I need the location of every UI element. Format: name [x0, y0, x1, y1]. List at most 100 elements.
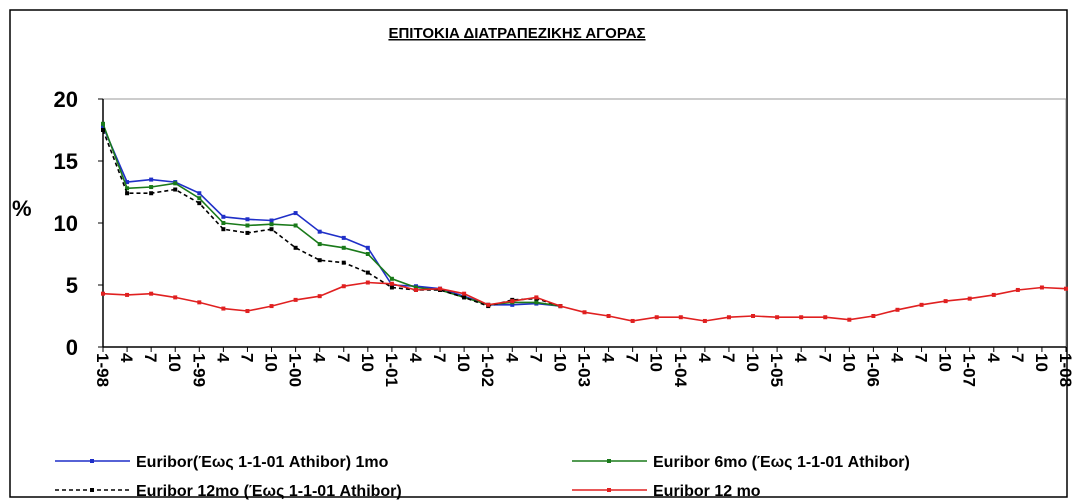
data-point — [606, 314, 611, 318]
data-point — [125, 191, 130, 196]
data-point — [197, 196, 202, 201]
x-tick-label: 1-04 — [671, 353, 690, 388]
data-point — [245, 223, 250, 228]
x-tick-label: 1-08 — [1056, 353, 1072, 387]
data-point — [269, 218, 274, 223]
data-point — [269, 222, 274, 227]
data-point — [510, 302, 515, 307]
x-tick-label: 4 — [887, 353, 906, 363]
x-tick-label: 10 — [647, 353, 666, 372]
x-tick-label: 7 — [1008, 353, 1027, 362]
data-point — [510, 299, 515, 304]
data-point — [654, 315, 659, 320]
data-point — [1015, 287, 1020, 292]
data-point — [341, 260, 346, 265]
data-point — [317, 229, 322, 234]
data-point — [149, 291, 154, 296]
data-point — [751, 314, 756, 318]
data-point — [149, 177, 154, 182]
data-point — [365, 280, 370, 285]
x-tick-label: 10 — [262, 353, 281, 372]
x-tick-label: 7 — [141, 353, 160, 362]
data-point — [341, 235, 346, 240]
x-tick-label: 10 — [358, 353, 377, 372]
data-point — [293, 245, 298, 250]
x-tick-label: 7 — [912, 353, 931, 362]
legend-marker — [607, 488, 611, 492]
data-point — [101, 124, 105, 129]
data-point — [438, 286, 443, 291]
legend-label: Euribor 12mo (Έως 1-1-01 Athibor) — [136, 483, 402, 500]
data-point — [365, 245, 370, 250]
data-point — [197, 191, 202, 196]
data-point — [486, 302, 491, 307]
x-tick-label: 1-00 — [286, 353, 305, 387]
x-tick-label: 1-99 — [189, 353, 208, 387]
data-point — [149, 191, 154, 196]
data-point — [125, 292, 130, 297]
data-point — [1039, 285, 1044, 290]
data-point — [245, 217, 250, 222]
x-tick-label: 4 — [117, 353, 136, 363]
data-point — [462, 291, 467, 296]
data-point — [558, 304, 563, 309]
data-point — [702, 318, 707, 323]
y-tick-label: 5 — [66, 273, 78, 298]
x-tick-label: 7 — [334, 353, 353, 362]
x-tick-label: 4 — [599, 353, 618, 363]
x-tick-label: 1-98 — [93, 353, 112, 387]
x-tick-label: 7 — [623, 353, 642, 362]
data-point — [943, 299, 948, 304]
data-point — [245, 230, 250, 235]
y-tick-label: 15 — [54, 149, 78, 174]
data-point — [775, 315, 780, 320]
data-point — [341, 284, 346, 289]
y-tick-label: 10 — [54, 211, 78, 236]
x-tick-label: 4 — [791, 353, 810, 363]
x-tick-label: 1-07 — [960, 353, 979, 387]
x-tick-label: 4 — [406, 353, 425, 363]
data-point — [221, 214, 226, 219]
data-point — [991, 292, 996, 297]
data-point — [534, 295, 539, 300]
data-point — [269, 304, 274, 309]
legend-marker — [607, 459, 611, 463]
x-tick-label: 7 — [430, 353, 449, 362]
x-tick-label: 7 — [815, 353, 834, 362]
x-tick-label: 1-06 — [863, 353, 882, 387]
x-tick-label: 7 — [237, 353, 256, 362]
data-point — [101, 291, 105, 296]
data-point — [149, 185, 154, 190]
data-point — [895, 307, 900, 312]
x-tick-label: 4 — [695, 353, 714, 363]
legend-marker — [90, 459, 94, 463]
data-point — [293, 211, 298, 216]
chart-frame — [9, 9, 1068, 498]
legend-label: Euribor(Έως 1-1-01 Athibor) 1mo — [136, 454, 389, 471]
x-tick-label: 10 — [743, 353, 762, 372]
data-point — [1064, 286, 1068, 291]
data-point — [413, 287, 418, 292]
x-tick-label: 10 — [936, 353, 955, 372]
data-point — [534, 300, 539, 305]
x-tick-label: 4 — [984, 353, 1003, 363]
data-point — [101, 121, 105, 126]
x-tick-label: 10 — [839, 353, 858, 372]
data-point — [678, 315, 683, 320]
legend-label: Euribor 12 mo — [653, 483, 761, 500]
data-point — [101, 128, 105, 132]
x-tick-label: 4 — [310, 353, 329, 363]
legend-label: Euribor 6mo (Έως 1-1-01 Athibor) — [653, 454, 910, 471]
data-point — [197, 300, 202, 305]
x-tick-label: 7 — [526, 353, 545, 362]
data-point — [967, 296, 972, 301]
y-axis-label: % — [12, 196, 32, 221]
data-point — [317, 242, 322, 247]
x-tick-label: 10 — [165, 353, 184, 372]
data-point — [365, 252, 370, 256]
x-tick-label: 7 — [719, 353, 738, 362]
data-point — [221, 227, 226, 232]
data-point — [293, 297, 298, 302]
x-tick-label: 4 — [213, 353, 232, 363]
data-point — [823, 315, 828, 320]
